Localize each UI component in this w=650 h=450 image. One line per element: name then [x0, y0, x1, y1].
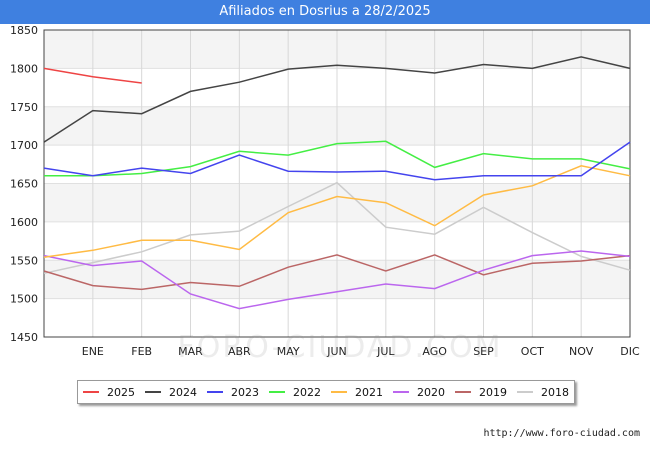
y-tick-label: 1650 — [10, 178, 38, 191]
x-tick-label: MAY — [277, 345, 300, 358]
series-line-2020 — [43, 250, 631, 310]
x-tick-label: ABR — [228, 345, 251, 358]
legend-swatch — [145, 391, 161, 393]
x-tick-label: NOV — [569, 345, 594, 358]
legend-swatch — [83, 391, 99, 393]
legend-item-2020: 2020 — [393, 386, 445, 399]
series-line-2019 — [43, 254, 631, 291]
legend-label: 2021 — [355, 385, 383, 399]
legend-label: 2024 — [169, 385, 197, 399]
series-line-2022 — [44, 140, 631, 177]
chart-title: Afiliados en Dosrius a 28/2/2025 — [0, 0, 650, 24]
x-tick-label: DIC — [620, 345, 640, 358]
source-link[interactable]: http://www.foro-ciudad.com — [483, 428, 640, 439]
x-tick-label: AGO — [422, 345, 447, 358]
legend-item-2023: 2023 — [207, 386, 259, 399]
series-line-2023 — [43, 141, 631, 181]
y-tick-label: 1500 — [10, 293, 38, 306]
y-tick-label: 1750 — [10, 101, 38, 114]
legend-label: 2025 — [107, 385, 135, 399]
legend-label: 2022 — [293, 385, 321, 399]
x-tick-label: ENE — [82, 345, 104, 358]
chart-legend: 2025 2024 2023 2022 2021 2020 2019 2018 — [77, 380, 575, 404]
y-tick-label: 1800 — [10, 62, 38, 75]
y-tick-label: 1450 — [10, 331, 38, 344]
series-line-2021 — [43, 165, 631, 258]
watermark: FORO-CIUDAD.COM — [177, 330, 503, 365]
x-tick-label: SEP — [473, 345, 494, 358]
legend-swatch — [207, 391, 223, 393]
legend-label: 2020 — [417, 385, 445, 399]
series-line-2018 — [43, 181, 631, 275]
legend-label: 2023 — [231, 385, 259, 399]
y-tick-label: 1600 — [10, 216, 38, 229]
x-tick-label: OCT — [521, 345, 544, 358]
legend-swatch — [455, 391, 471, 393]
legend-item-2024: 2024 — [145, 386, 197, 399]
legend-swatch — [269, 391, 285, 393]
legend-item-2021: 2021 — [331, 386, 383, 399]
legend-label: 2019 — [479, 385, 507, 399]
x-tick-label: FEB — [131, 345, 152, 358]
x-tick-label: JUN — [326, 345, 347, 358]
plot-border — [43, 29, 631, 338]
y-tick-label: 1700 — [10, 139, 38, 152]
y-tick-label: 1850 — [10, 24, 38, 37]
legend-swatch — [517, 391, 533, 393]
x-tick-label: MAR — [178, 345, 203, 358]
legend-item-2018: 2018 — [517, 386, 569, 399]
legend-swatch — [393, 391, 409, 393]
series-line-2024 — [43, 56, 631, 143]
legend-item-2019: 2019 — [455, 386, 507, 399]
legend-label: 2018 — [541, 385, 569, 399]
x-tick-label: JUL — [376, 345, 395, 358]
y-tick-label: 1550 — [10, 254, 38, 267]
series-line-2025 — [43, 67, 142, 84]
legend-swatch — [331, 391, 347, 393]
legend-item-2025: 2025 — [83, 386, 135, 399]
legend-item-2022: 2022 — [269, 386, 321, 399]
